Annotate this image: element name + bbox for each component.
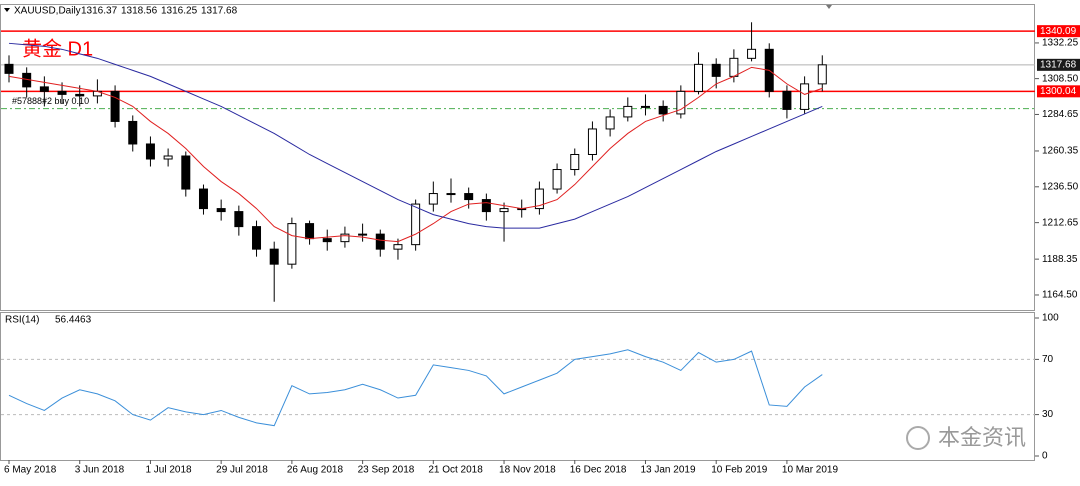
candle-body (411, 203, 421, 246)
y-tick-label: 100 (1042, 313, 1059, 324)
candle-body (393, 244, 403, 250)
candle-body (340, 233, 350, 243)
candle-body (782, 90, 792, 110)
moving-average (8, 42, 823, 229)
candle-body (800, 83, 810, 110)
candle-body (694, 63, 704, 92)
rsi-line (8, 349, 823, 427)
x-tick-label: 13 Jan 2019 (640, 465, 695, 476)
x-tick-label: 1 Jul 2018 (145, 465, 192, 476)
x-tick-label: 16 Dec 2018 (570, 465, 627, 476)
candle-body (499, 208, 509, 213)
level-label: 1340.09 (1040, 26, 1077, 37)
y-tick-label: 1284.65 (1042, 109, 1079, 120)
y-tick-label: 0 (1042, 451, 1048, 462)
watermark-icon (906, 426, 930, 450)
main-frame (0, 4, 1035, 311)
candle-body (464, 193, 474, 201)
scroll-marker (826, 5, 832, 9)
candle-body (605, 116, 615, 130)
candle-body (198, 188, 208, 210)
y-tick-label: 1308.50 (1042, 73, 1079, 84)
level-box (1037, 58, 1080, 71)
candle-body (534, 188, 544, 210)
candle-body (358, 233, 368, 236)
candle-body (570, 153, 580, 171)
x-tick-label: 6 May 2018 (4, 465, 57, 476)
candle-body (658, 105, 668, 115)
candle-body (110, 90, 120, 122)
x-tick-label: 26 Aug 2018 (287, 465, 344, 476)
level-label: 1317.68 (1040, 59, 1077, 70)
header-value: 1318.56 (121, 6, 158, 17)
x-tick-label: 3 Jun 2018 (75, 465, 125, 476)
x-tick-label: 18 Nov 2018 (499, 465, 556, 476)
candle-body (234, 211, 244, 228)
x-tick-label: 10 Feb 2019 (711, 465, 768, 476)
rsi-title: RSI(14) (5, 315, 39, 326)
candle-body (181, 155, 191, 190)
candle-body (587, 128, 597, 155)
candle-body (446, 193, 456, 196)
candle-body (711, 63, 721, 77)
rsi-value: 56.4463 (55, 315, 92, 326)
candle-body (39, 86, 49, 92)
candle-body (75, 93, 85, 97)
candle-body (128, 120, 138, 145)
candle-body (676, 90, 686, 115)
candle-body (552, 169, 562, 190)
rsi-frame (0, 312, 1035, 461)
menu-arrow[interactable] (4, 8, 10, 12)
level-box (1037, 85, 1080, 98)
candle-body (428, 193, 438, 205)
y-tick-label: 1212.65 (1042, 217, 1079, 228)
candle-body (305, 223, 315, 240)
candle-body (481, 199, 491, 213)
chart-title: XAUUSD,Daily (14, 6, 81, 17)
candle-body (375, 233, 385, 250)
y-tick-label: 1260.35 (1042, 146, 1079, 157)
x-tick-label: 21 Oct 2018 (428, 465, 483, 476)
candle-body (747, 48, 757, 59)
level-label: 1300.04 (1040, 86, 1077, 97)
candle-body (817, 64, 827, 85)
watermark: 本金资讯 (938, 425, 1026, 450)
candle-body (216, 208, 226, 213)
candle-body (163, 155, 173, 160)
header-value: 1317.68 (201, 6, 238, 17)
header-value: 1316.25 (161, 6, 198, 17)
x-tick-label: 10 Mar 2019 (782, 465, 839, 476)
y-tick-label: 1164.50 (1042, 290, 1078, 301)
x-tick-label: 23 Sep 2018 (358, 465, 415, 476)
moving-average (8, 66, 823, 243)
candle-body (322, 238, 332, 243)
candle-body (623, 105, 633, 118)
candle-body (640, 105, 650, 108)
level-box (1037, 25, 1080, 38)
y-tick-label: 30 (1042, 409, 1054, 420)
y-tick-label: 1188.35 (1042, 254, 1078, 265)
y-tick-label: 70 (1042, 354, 1054, 365)
candle-body (269, 248, 279, 265)
candle-body (57, 90, 67, 95)
candle-body (4, 63, 14, 74)
y-tick-label: 1236.50 (1042, 181, 1079, 192)
x-tick-label: 29 Jul 2018 (216, 465, 268, 476)
candle-body (287, 223, 297, 265)
candle-body (252, 226, 262, 250)
y-tick-label: 1332.25 (1042, 38, 1079, 49)
header-value: 1316.37 (81, 6, 118, 17)
candle-body (729, 57, 739, 77)
order-label: #57888#2 buy 0.10 (12, 96, 89, 106)
candle-body (145, 143, 155, 160)
